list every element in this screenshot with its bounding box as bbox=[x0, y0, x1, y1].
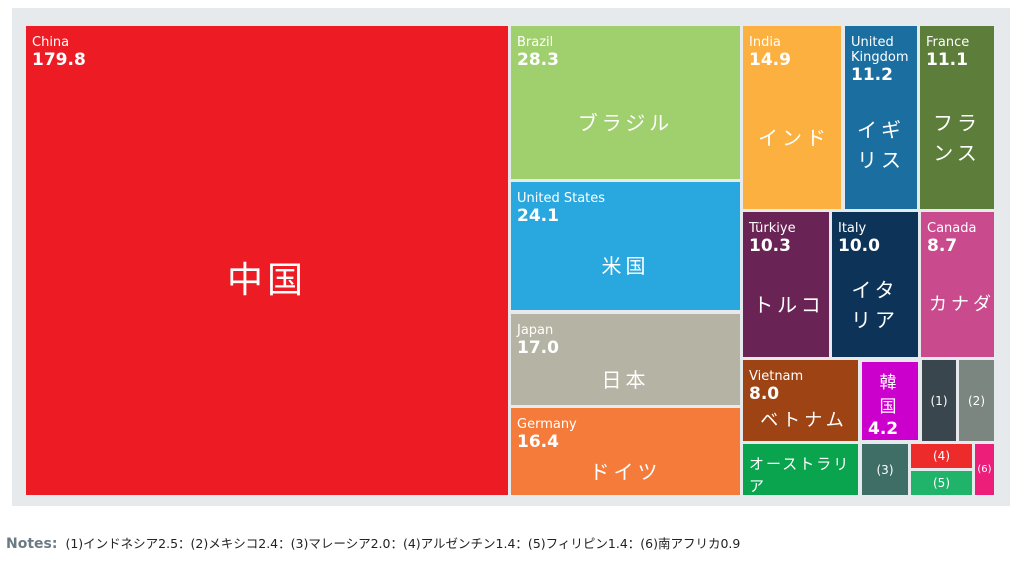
tile-label: 中国 bbox=[226, 259, 307, 301]
tile-value: 8.0 bbox=[749, 384, 780, 404]
tile: Türkiye 10.3 トルコ bbox=[743, 212, 829, 357]
tile-value: 179.8 bbox=[32, 50, 86, 70]
tile-value: 10.3 bbox=[749, 236, 791, 256]
tile: India 14.9 インド bbox=[743, 26, 841, 209]
tile: China 179.8 中国 bbox=[26, 26, 508, 495]
tile-value: 16.4 bbox=[517, 432, 559, 452]
tile-value: 17.0 bbox=[517, 338, 559, 358]
tile-name: Italy bbox=[838, 221, 867, 236]
tile-label: (2) bbox=[968, 393, 985, 408]
tile-name: United Kingdom bbox=[851, 35, 909, 65]
tile: 韓国 4.2 bbox=[862, 362, 918, 440]
tile: Vietnam 8.0 ベトナム bbox=[743, 360, 858, 441]
tile-label: オーストラリア bbox=[749, 455, 851, 495]
tile-label: ベトナム bbox=[760, 409, 848, 431]
tile: Japan 17.0 日本 bbox=[511, 314, 740, 405]
tile-name: United States bbox=[517, 191, 606, 206]
tile-value: 10.0 bbox=[838, 236, 880, 256]
tile: (1) bbox=[922, 360, 956, 441]
tile: (3) bbox=[862, 444, 908, 495]
tile-value: 8.7 bbox=[927, 236, 958, 256]
tile-name: Brazil bbox=[517, 35, 554, 50]
tile: オーストラリア bbox=[743, 444, 858, 495]
tile-label: (1) bbox=[930, 393, 948, 408]
tile-label: インド bbox=[758, 125, 830, 150]
tile-name: India bbox=[749, 35, 781, 50]
tile-label: 米国 bbox=[601, 254, 650, 278]
tile: United States 24.1 米国 bbox=[511, 182, 740, 310]
tile-value: 14.9 bbox=[749, 50, 791, 70]
tile: (4) bbox=[911, 444, 972, 468]
tile-name: Japan bbox=[517, 323, 554, 338]
tile-name: Vietnam bbox=[749, 369, 804, 384]
tile-value: 11.2 bbox=[851, 65, 893, 85]
tile-label: ブラジル bbox=[577, 110, 674, 135]
tile-value: 11.1 bbox=[926, 50, 968, 70]
tile-name: France bbox=[926, 35, 970, 50]
tile-label: トルコ bbox=[753, 292, 825, 317]
tile-value: 28.3 bbox=[517, 50, 559, 70]
tile: (2) bbox=[959, 360, 994, 441]
tile-label: ドイツ bbox=[589, 459, 662, 484]
tile-label: フランス bbox=[933, 110, 981, 165]
tile-value: 24.1 bbox=[517, 206, 559, 226]
tile: Canada 8.7 カナダ bbox=[921, 212, 994, 357]
notes: Notes: (1)インドネシア2.5：(2)メキシコ2.4：(3)マレーシア2.… bbox=[6, 533, 740, 552]
tile: (5) bbox=[911, 471, 972, 495]
tile-name: Türkiye bbox=[749, 221, 796, 236]
tile: Italy 10.0 イタリア bbox=[832, 212, 918, 357]
tile: France 11.1 フランス bbox=[920, 26, 994, 209]
tile: United Kingdom 11.2 イギリス bbox=[845, 26, 917, 209]
tile-name: Canada bbox=[927, 221, 977, 236]
tile-name: Germany bbox=[517, 417, 577, 432]
tile-label: 韓国 bbox=[879, 373, 901, 417]
tile-label: イギリス bbox=[857, 118, 905, 172]
notes-text: (1)インドネシア2.5：(2)メキシコ2.4：(3)マレーシア2.0：(4)ア… bbox=[65, 536, 741, 551]
tile-value: 4.2 bbox=[868, 419, 899, 439]
tile-label: (5) bbox=[933, 476, 950, 490]
tile: Brazil 28.3 ブラジル bbox=[511, 26, 740, 179]
tile-label: (6) bbox=[977, 463, 992, 475]
tile-label: カナダ bbox=[929, 293, 994, 315]
tile-label: (4) bbox=[933, 449, 950, 463]
tile: Germany 16.4 ドイツ bbox=[511, 408, 740, 495]
tile-label: イタリア bbox=[851, 277, 899, 332]
notes-label: Notes: bbox=[6, 536, 58, 552]
tile-label: 日本 bbox=[601, 367, 650, 392]
tile: (6) bbox=[975, 444, 994, 495]
tile-label: (3) bbox=[876, 462, 894, 477]
tile-name: China bbox=[32, 35, 70, 50]
